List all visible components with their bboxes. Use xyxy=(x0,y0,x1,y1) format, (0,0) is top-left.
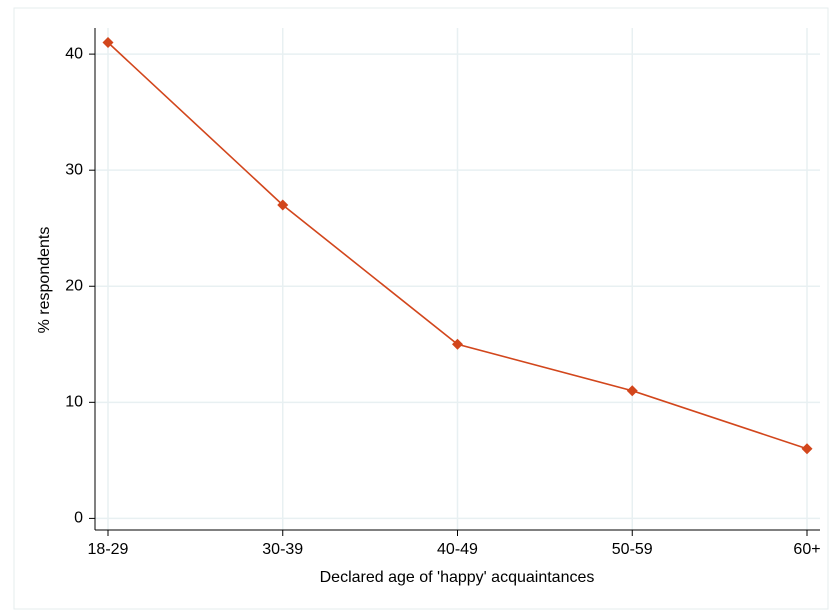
y-axis-label: % respondents xyxy=(36,227,53,334)
y-tick-label: 30 xyxy=(65,161,83,178)
x-tick-label: 50-59 xyxy=(612,541,653,558)
data-point xyxy=(626,385,638,397)
x-tick-label: 18-29 xyxy=(88,541,129,558)
data-point xyxy=(801,443,813,455)
x-tick-label: 40-49 xyxy=(437,541,478,558)
data-point xyxy=(277,199,289,211)
y-tick-label: 10 xyxy=(65,394,83,411)
x-tick-label: 60+ xyxy=(793,541,820,558)
y-tick-label: 40 xyxy=(65,45,83,62)
y-tick-label: 20 xyxy=(65,277,83,294)
x-tick-label: 30-39 xyxy=(262,541,303,558)
x-axis-label: Declared age of 'happy' acquaintances xyxy=(320,569,595,586)
y-tick-label: 0 xyxy=(74,510,83,527)
data-point xyxy=(452,338,463,350)
frame xyxy=(13,7,829,610)
data-point xyxy=(102,37,114,49)
